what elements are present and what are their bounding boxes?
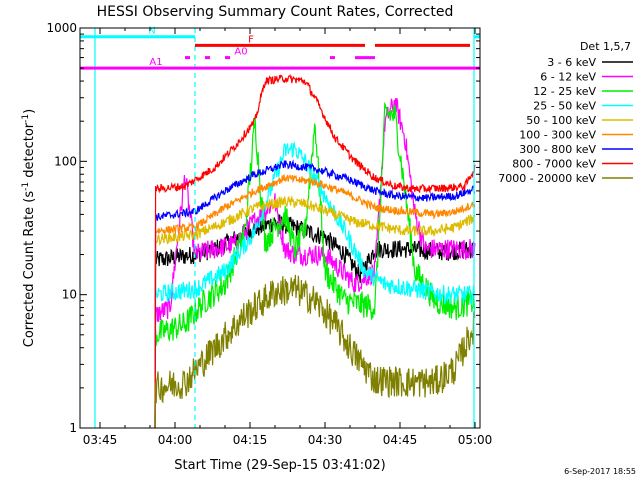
- series-line-50-100-kev: [154, 195, 476, 428]
- footer-date: 6-Sep-2017 18:55: [564, 467, 636, 476]
- y-tick-label: 1: [69, 421, 77, 435]
- series-line-300-800-kev: [154, 159, 476, 428]
- series-layer: [154, 74, 476, 428]
- y-tick-label: 1000: [46, 21, 77, 35]
- series-line-7000-20000-kev: [154, 274, 476, 428]
- flag-label-a0: A0: [234, 47, 247, 58]
- chart-title: HESSI Observing Summary Count Rates, Cor…: [97, 4, 454, 20]
- x-axis: 03:45 04:00 04:15 04:30 04:45 05:00: [83, 28, 493, 447]
- flag-label-a1: A1: [149, 57, 162, 68]
- x-tick-label: 04:30: [308, 433, 343, 447]
- y-tick-label: 100: [54, 154, 77, 168]
- x-tick-label: 04:45: [383, 433, 418, 447]
- y-tick-label: 10: [62, 288, 77, 302]
- x-tick-label: 03:45: [83, 433, 118, 447]
- legend-label-300-800-kev: 300 - 800 keV: [519, 143, 596, 156]
- legend-label-12-25-kev: 12 - 25 keV: [533, 85, 596, 98]
- plot-frame: [79, 27, 481, 429]
- legend-label-7000-20000-kev: 7000 - 20000 keV: [498, 172, 596, 185]
- flag-layer: N FA0 A1: [80, 26, 480, 70]
- series-line-100-300-kev: [154, 173, 476, 428]
- legend-label-50-100-kev: 50 - 100 keV: [526, 114, 596, 127]
- series-line-12-25-kev: [154, 101, 476, 428]
- legend-label-800-7000-kev: 800 - 7000 keV: [512, 158, 596, 171]
- y-axis-label: Corrected Count Rate (s-1 detector-1): [21, 109, 37, 347]
- legend-label-25-50-kev: 25 - 50 keV: [533, 100, 596, 113]
- x-tick-label: 04:15: [233, 433, 268, 447]
- legend-title: Det 1,5,7: [580, 40, 631, 53]
- vline-layer: [94, 28, 475, 428]
- legend-label-3-6-kev: 3 - 6 keV: [547, 56, 596, 69]
- series-line-25-50-kev: [154, 141, 476, 428]
- flag-label-f: F: [248, 34, 254, 45]
- flag-label-n: N: [148, 26, 155, 37]
- x-tick-label: 05:00: [458, 433, 493, 447]
- x-axis-label: Start Time (29-Sep-15 03:41:02): [174, 458, 385, 473]
- legend-label-6-12-kev: 6 - 12 keV: [540, 71, 596, 84]
- series-line-800-7000-kev: [154, 74, 476, 428]
- series-line-6-12-kev: [154, 98, 476, 428]
- legend-label-100-300-kev: 100 - 300 keV: [519, 129, 596, 142]
- y-axis: 1 10 100 1000: [46, 21, 480, 435]
- x-tick-label: 04:00: [158, 433, 193, 447]
